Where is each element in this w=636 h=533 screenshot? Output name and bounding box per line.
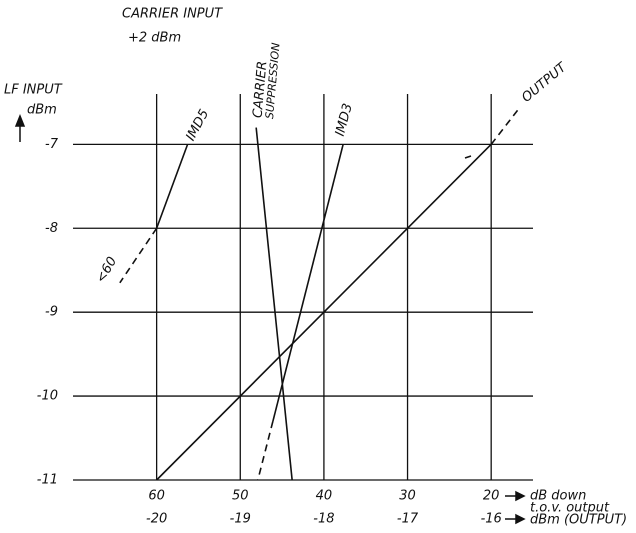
- series-label: IMD5: [183, 107, 212, 143]
- x-tick-label: 40: [316, 489, 333, 504]
- x2-tick-label: -19: [230, 512, 251, 527]
- series-label: OUTPUT: [519, 60, 570, 106]
- x2-tick-label: -20: [146, 512, 167, 527]
- x-tick-label: 60: [148, 489, 165, 504]
- y-axis-arrow: [14, 113, 26, 142]
- series-line: [272, 144, 344, 422]
- tick-stroke: [464, 155, 472, 159]
- series-line: [155, 144, 189, 229]
- y-tick-label: -9: [45, 305, 58, 320]
- x-axis-label: t.o.v. output: [530, 501, 610, 516]
- x-tick-label: 50: [232, 489, 249, 504]
- x-axis-arrow: [505, 490, 526, 525]
- x2-tick-label: -17: [397, 512, 419, 527]
- x-axis-label: dB down: [530, 489, 586, 504]
- annotation: <60: [94, 254, 121, 285]
- series-line: [255, 127, 293, 481]
- y-axis-label: dBm: [27, 103, 57, 118]
- x2-tick-label: -16: [481, 512, 502, 527]
- series-label: IMD3: [333, 102, 356, 138]
- series-line: [257, 421, 274, 481]
- y-tick-label: -8: [45, 221, 58, 236]
- chart-subtitle: +2 dBm: [128, 31, 181, 46]
- y-tick-label: -11: [37, 473, 58, 488]
- x2-tick-label: -18: [313, 512, 334, 527]
- x-tick-label: 20: [483, 489, 500, 504]
- series-line: [490, 106, 522, 145]
- y-axis-label: LF INPUT: [4, 83, 63, 98]
- series-line: [119, 227, 158, 284]
- y-tick-label: -7: [45, 137, 59, 152]
- y-tick-label: -10: [37, 389, 58, 404]
- series-line: [156, 143, 492, 481]
- x-tick-label: 30: [399, 489, 416, 504]
- series-label: CARRIER: [251, 60, 271, 118]
- chart-title: CARRIER INPUT: [122, 7, 223, 22]
- x2-axis-label: dBm (OUTPUT): [530, 513, 627, 528]
- series-label: SUPPRESSION: [263, 42, 283, 119]
